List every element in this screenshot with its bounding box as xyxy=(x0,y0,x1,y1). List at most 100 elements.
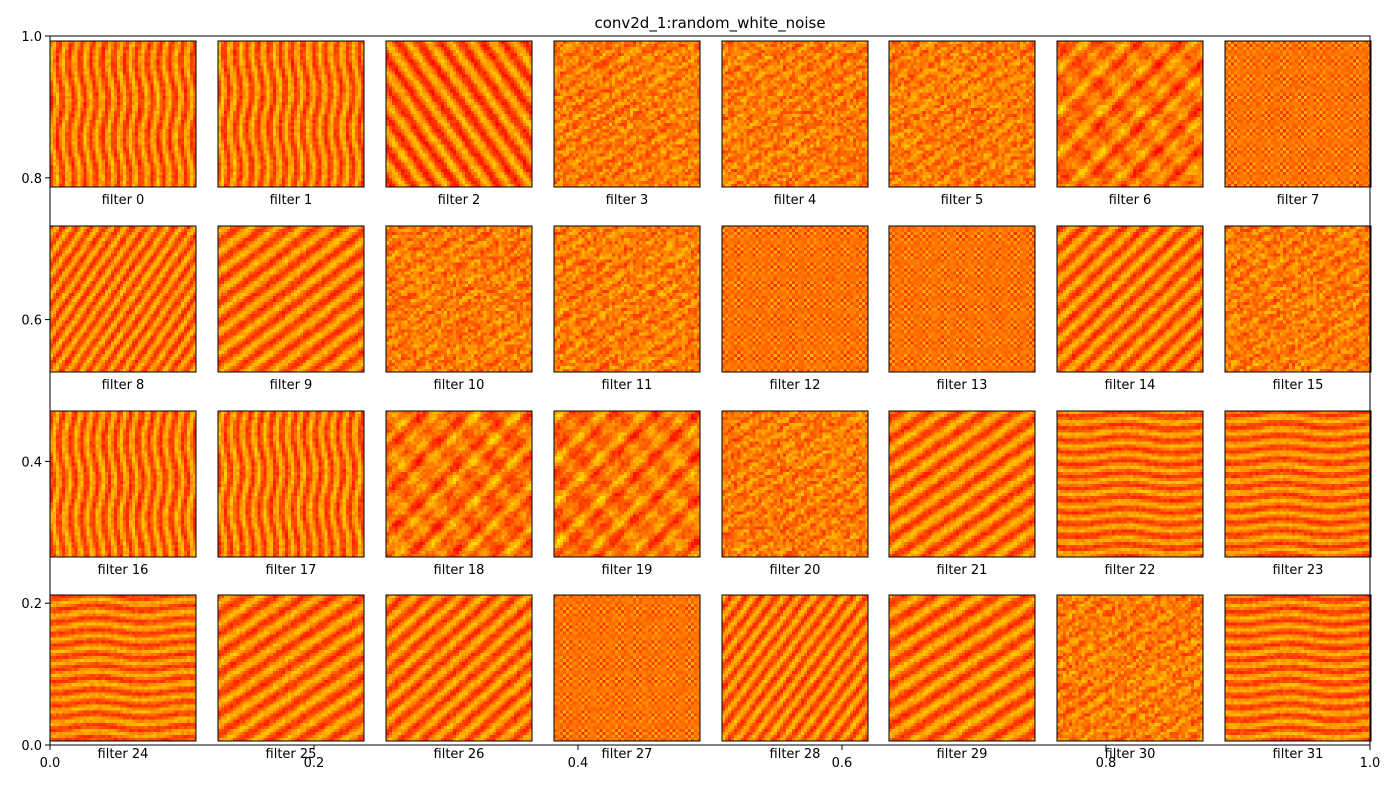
x-tick-label-0: 0.0 xyxy=(40,756,61,771)
filter-heatmap-18 xyxy=(386,411,532,557)
filter-heatmap-15 xyxy=(1225,226,1371,372)
filter-panel-5: filter 5 xyxy=(888,40,1036,208)
filter-panel-8: filter 8 xyxy=(49,225,197,393)
filter-frame-6 xyxy=(1056,40,1204,188)
filter-panel-20: filter 20 xyxy=(721,410,869,578)
filter-panels: filter 0 filter 1 filter 2 filter 3 filter 4… xyxy=(49,40,1372,762)
y-tick-label-3: 0.6 xyxy=(21,314,42,329)
filter-frame-15 xyxy=(1224,225,1372,373)
filter-frame-29 xyxy=(888,594,1036,742)
filter-panel-10: filter 10 xyxy=(385,225,533,393)
filter-frame-7 xyxy=(1224,40,1372,188)
filter-frame-26 xyxy=(385,594,533,742)
filter-panel-28: filter 28 xyxy=(721,594,869,762)
filter-panel-26: filter 26 xyxy=(385,594,533,762)
filter-panel-3: filter 3 xyxy=(553,40,701,208)
filter-panel-23: filter 23 xyxy=(1224,410,1372,578)
filter-heatmap-11 xyxy=(554,226,700,372)
filter-panel-7: filter 7 xyxy=(1224,40,1372,208)
filter-heatmap-24 xyxy=(50,595,196,741)
filter-frame-1 xyxy=(217,40,365,188)
filter-panel-2: filter 2 xyxy=(385,40,533,208)
filter-panel-25: filter 25 xyxy=(217,594,365,762)
filter-frame-18 xyxy=(385,410,533,558)
filter-frame-17 xyxy=(217,410,365,558)
filter-label-5: filter 5 xyxy=(941,193,984,208)
filter-heatmap-12 xyxy=(722,226,868,372)
filter-heatmap-5 xyxy=(889,41,1035,187)
filter-frame-28 xyxy=(721,594,869,742)
filter-heatmap-13 xyxy=(889,226,1035,372)
filter-frame-22 xyxy=(1056,410,1204,558)
filter-panel-16: filter 16 xyxy=(49,410,197,578)
filter-panel-1: filter 1 xyxy=(217,40,365,208)
filter-frame-27 xyxy=(553,594,701,742)
filter-label-20: filter 20 xyxy=(770,563,821,578)
filter-panel-4: filter 4 xyxy=(721,40,869,208)
filter-label-24: filter 24 xyxy=(98,747,149,762)
filter-frame-9 xyxy=(217,225,365,373)
filter-frame-5 xyxy=(888,40,1036,188)
filter-label-29: filter 29 xyxy=(937,747,988,762)
filter-frame-4 xyxy=(721,40,869,188)
filter-label-25: filter 25 xyxy=(266,747,317,762)
filter-frame-20 xyxy=(721,410,869,558)
filter-label-8: filter 8 xyxy=(102,378,145,393)
filter-heatmap-27 xyxy=(554,595,700,741)
filter-label-14: filter 14 xyxy=(1105,378,1156,393)
filter-label-11: filter 11 xyxy=(602,378,653,393)
axis-ticks: 0.0 0.2 0.4 0.6 0.8 1.0 0.0 0.2 0.4 0.6 0.8 1.0 xyxy=(21,30,1380,771)
filter-panel-18: filter 18 xyxy=(385,410,533,578)
filter-label-22: filter 22 xyxy=(1105,563,1156,578)
filter-frame-3 xyxy=(553,40,701,188)
filter-heatmap-29 xyxy=(889,595,1035,741)
filter-label-2: filter 2 xyxy=(438,193,481,208)
filter-heatmap-31 xyxy=(1225,595,1371,741)
filter-heatmap-9 xyxy=(218,226,364,372)
filter-frame-14 xyxy=(1056,225,1204,373)
filter-label-19: filter 19 xyxy=(602,563,653,578)
filter-frame-11 xyxy=(553,225,701,373)
y-tick-label-1: 0.2 xyxy=(21,597,42,612)
filter-panel-14: filter 14 xyxy=(1056,225,1204,393)
filter-panel-31: filter 31 xyxy=(1224,594,1372,762)
filter-label-27: filter 27 xyxy=(602,747,653,762)
filter-panel-11: filter 11 xyxy=(553,225,701,393)
filter-label-6: filter 6 xyxy=(1109,193,1152,208)
filter-frame-23 xyxy=(1224,410,1372,558)
filter-heatmap-4 xyxy=(722,41,868,187)
filter-frame-30 xyxy=(1056,594,1204,742)
filter-frame-19 xyxy=(553,410,701,558)
y-tick-label-0: 0.0 xyxy=(21,739,42,754)
filter-heatmap-20 xyxy=(722,411,868,557)
filter-frame-12 xyxy=(721,225,869,373)
filter-heatmap-23 xyxy=(1225,411,1371,557)
filter-heatmap-0 xyxy=(50,41,196,187)
filter-label-28: filter 28 xyxy=(770,747,821,762)
filter-frame-31 xyxy=(1224,594,1372,742)
filter-heatmap-10 xyxy=(386,226,532,372)
filter-heatmap-6 xyxy=(1057,41,1203,187)
filter-panel-13: filter 13 xyxy=(888,225,1036,393)
filter-heatmap-22 xyxy=(1057,411,1203,557)
filter-heatmap-28 xyxy=(722,595,868,741)
filter-frame-10 xyxy=(385,225,533,373)
filter-heatmap-16 xyxy=(50,411,196,557)
filter-panel-30: filter 30 xyxy=(1056,594,1204,762)
filter-heatmap-17 xyxy=(218,411,364,557)
chart-title: conv2d_1:random_white_noise xyxy=(594,14,825,33)
filter-heatmap-14 xyxy=(1057,226,1203,372)
filter-frame-2 xyxy=(385,40,533,188)
filter-label-26: filter 26 xyxy=(434,747,485,762)
filter-label-30: filter 30 xyxy=(1105,747,1156,762)
filter-label-13: filter 13 xyxy=(937,378,988,393)
filter-panel-27: filter 27 xyxy=(553,594,701,762)
filter-label-16: filter 16 xyxy=(98,563,149,578)
x-tick-label-2: 0.4 xyxy=(568,756,589,771)
filter-heatmap-8 xyxy=(50,226,196,372)
filter-label-7: filter 7 xyxy=(1277,193,1320,208)
filter-label-1: filter 1 xyxy=(270,193,313,208)
filter-heatmap-19 xyxy=(554,411,700,557)
filter-label-4: filter 4 xyxy=(774,193,817,208)
